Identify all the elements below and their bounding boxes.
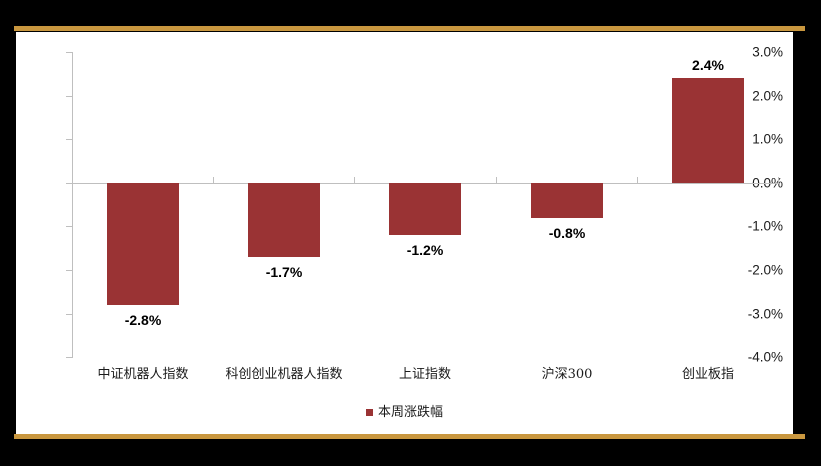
y-axis-label-neg3: -3.0%: [747, 305, 783, 321]
y-axis-label-neg1: -1.0%: [747, 218, 783, 234]
y-axis-label-0: 0.0%: [752, 175, 783, 191]
category-label-4: 沪深300: [541, 367, 593, 382]
y-axis-tick: [66, 226, 72, 228]
top-accent-rule: [14, 26, 805, 31]
y-axis-label-neg2: -2.0%: [747, 262, 783, 278]
square-marker-icon: [365, 409, 373, 416]
bar-value-label-3: -1.2%: [406, 242, 444, 258]
bar-zhongzheng-robot-index[interactable]: [107, 183, 179, 305]
y-axis-label-neg4: -4.0%: [747, 349, 783, 365]
y-axis-tick: [66, 313, 72, 315]
category-label-1: 中证机器人指数: [97, 367, 189, 382]
category-label-5: 创业板指: [681, 367, 735, 382]
category-tick: [213, 177, 214, 183]
category-label-3: 上证指数: [398, 367, 452, 382]
plot-area: 3.0% 2.0% 1.0% 0.0% -1.0% -2.0% -3.0% -4…: [16, 32, 793, 434]
bar-value-label-5: 2.4%: [692, 57, 724, 73]
y-axis-label-1: 1.0%: [752, 131, 783, 147]
category-tick: [496, 177, 497, 183]
bar-hushen-300[interactable]: [531, 183, 603, 218]
legend-item-label: 本周涨跌幅: [377, 405, 443, 420]
bar-kechuang-chuangye-robot-index[interactable]: [248, 183, 320, 257]
category-label-2: 科创创业机器人指数: [225, 367, 343, 382]
y-axis-tick: [66, 139, 72, 141]
bar-value-label-4: -0.8%: [548, 225, 586, 241]
bar-shangzheng-index[interactable]: [389, 183, 461, 235]
y-axis-label-2: 2.0%: [752, 87, 783, 103]
bar-value-label-1: -2.8%: [124, 312, 162, 328]
y-axis-tick: [66, 183, 72, 184]
y-axis-tick: [66, 52, 72, 53]
y-axis-tick: [66, 95, 72, 97]
chart-legend: 本周涨跌幅: [16, 406, 793, 419]
category-tick: [354, 177, 355, 183]
category-tick: [637, 177, 638, 183]
bar-chuangyeban-index[interactable]: [672, 78, 744, 183]
chart-card: 3.0% 2.0% 1.0% 0.0% -1.0% -2.0% -3.0% -4…: [16, 32, 793, 434]
y-axis-tick: [66, 357, 72, 358]
y-axis-tick: [66, 270, 72, 271]
bottom-accent-rule: [14, 434, 805, 439]
category-tick: [778, 177, 779, 183]
y-axis-label-3: 3.0%: [752, 44, 783, 60]
bar-value-label-2: -1.7%: [265, 264, 303, 280]
y-axis-line: [72, 52, 73, 358]
